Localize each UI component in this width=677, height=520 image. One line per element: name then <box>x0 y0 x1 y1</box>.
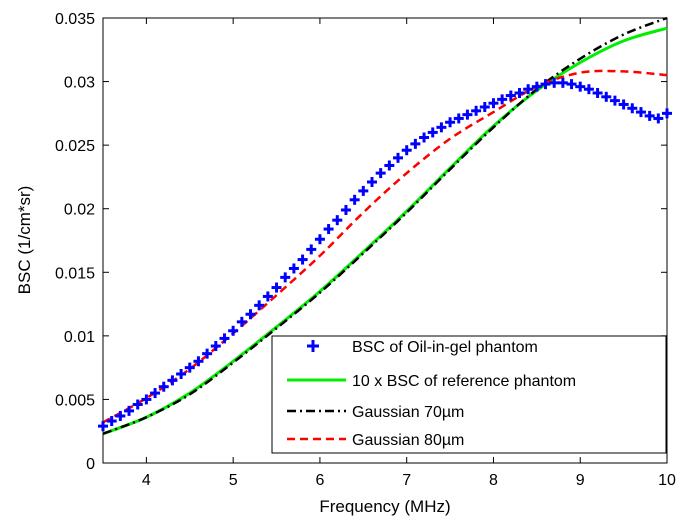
x-tick-label: 8 <box>489 472 498 489</box>
data-point-marker <box>150 388 161 399</box>
data-point-marker <box>124 405 135 416</box>
y-tick-label: 0.035 <box>55 11 95 28</box>
y-tick-label: 0.01 <box>64 329 95 346</box>
data-point-marker <box>167 375 178 386</box>
legend-label-gaussian-80: Gaussian 80µm <box>352 432 464 449</box>
y-tick-label: 0.005 <box>55 392 95 409</box>
data-point-marker <box>323 224 334 235</box>
series-layer <box>98 16 672 436</box>
data-point-marker <box>557 77 568 88</box>
data-point-marker <box>158 381 169 392</box>
data-point-marker <box>419 132 430 143</box>
data-point-marker <box>436 122 447 133</box>
data-point-marker <box>566 79 577 90</box>
data-point-marker <box>132 399 143 410</box>
data-point-marker <box>609 95 620 106</box>
x-tick-label: 4 <box>142 472 151 489</box>
data-point-marker <box>375 168 386 179</box>
data-point-marker <box>531 81 542 92</box>
legend-plus-marker <box>307 340 319 352</box>
data-point-marker <box>236 316 247 327</box>
x-tick-label: 5 <box>229 472 238 489</box>
data-point-marker <box>393 152 404 163</box>
data-point-marker <box>297 254 308 265</box>
data-point-marker <box>514 88 525 99</box>
data-point-marker <box>340 204 351 215</box>
data-point-marker <box>314 234 325 245</box>
data-point-marker <box>228 325 239 336</box>
data-point-marker <box>184 362 195 373</box>
legend-item-oil-in-gel: BSC of Oil-in-gel phantom <box>307 339 538 356</box>
data-point-marker <box>479 102 490 112</box>
y-axis-title: BSC (1/cm*sr) <box>15 186 34 295</box>
data-point-marker <box>523 84 534 95</box>
data-point-marker <box>306 244 317 255</box>
legend-item-gaussian-70: Gaussian 70µm <box>287 404 464 421</box>
data-point-marker <box>280 272 291 283</box>
data-point-marker <box>488 98 499 109</box>
x-tick-label: 6 <box>315 472 324 489</box>
data-point-marker <box>210 341 221 352</box>
legend-label-gaussian-70: Gaussian 70µm <box>352 404 464 421</box>
data-point-marker <box>662 108 672 119</box>
data-point-marker <box>653 113 664 124</box>
data-point-marker <box>618 99 629 110</box>
data-point-marker <box>384 160 395 171</box>
legend-box <box>271 335 667 454</box>
y-tick-label: 0.02 <box>64 202 95 219</box>
data-point-marker <box>115 410 126 421</box>
data-point-marker <box>601 91 612 102</box>
data-point-marker <box>141 394 152 405</box>
x-axis-title: Frequency (MHz) <box>319 497 450 516</box>
data-point-marker <box>219 333 230 344</box>
x-tick-label: 9 <box>576 472 585 489</box>
x-tick-label: 10 <box>658 472 676 489</box>
data-point-marker <box>583 84 594 95</box>
data-point-marker <box>427 127 438 138</box>
data-point-marker <box>505 90 516 101</box>
data-point-marker <box>358 185 369 196</box>
y-tick-label: 0.025 <box>55 138 95 155</box>
data-point-marker <box>540 79 551 90</box>
y-tick-label: 0.03 <box>64 75 95 92</box>
y-tick-label: 0.015 <box>55 265 95 282</box>
data-point-marker <box>176 369 187 379</box>
y-tick-label: 0 <box>86 456 95 473</box>
data-point-marker <box>254 300 265 311</box>
tick-layer: 4 5 6 7 8 9 10 0 0.005 0.01 0.015 0.02 0.025 0.03 0.03… <box>55 11 676 489</box>
data-point-marker <box>106 416 117 427</box>
data-point-marker <box>410 138 421 149</box>
legend-item-gaussian-80: Gaussian 80µm <box>287 432 464 449</box>
data-point-marker <box>332 215 343 226</box>
data-point-marker <box>549 77 560 88</box>
data-point-marker <box>635 107 646 118</box>
legend-label-reference: 10 x BSC of reference phantom <box>352 373 576 390</box>
legend-item-reference: 10 x BSC of reference phantom <box>287 373 576 390</box>
data-point-marker <box>401 145 412 156</box>
data-point-marker <box>592 88 603 99</box>
data-point-marker <box>245 309 256 320</box>
data-point-marker <box>453 113 464 124</box>
series-gaussian-70-line <box>102 16 668 435</box>
legend-label-oil-in-gel: BSC of Oil-in-gel phantom <box>352 339 538 356</box>
data-point-marker <box>644 110 655 121</box>
data-point-marker <box>271 282 282 293</box>
data-point-marker <box>462 109 473 120</box>
data-point-marker <box>98 421 108 432</box>
data-point-marker <box>575 81 586 92</box>
legend: BSC of Oil-in-gel phantom 10 x BSC of re… <box>271 335 667 454</box>
data-point-marker <box>627 103 638 114</box>
data-point-marker <box>445 117 456 128</box>
x-tick-label: 7 <box>402 472 411 489</box>
data-point-marker <box>497 94 508 105</box>
data-point-marker <box>202 348 213 359</box>
data-point-marker <box>366 177 377 188</box>
data-point-marker <box>288 263 299 274</box>
data-point-marker <box>193 356 204 367</box>
series-oil-in-gel-markers <box>98 77 672 432</box>
data-point-marker <box>349 194 360 205</box>
data-point-marker <box>262 291 273 302</box>
data-point-marker <box>471 105 482 116</box>
